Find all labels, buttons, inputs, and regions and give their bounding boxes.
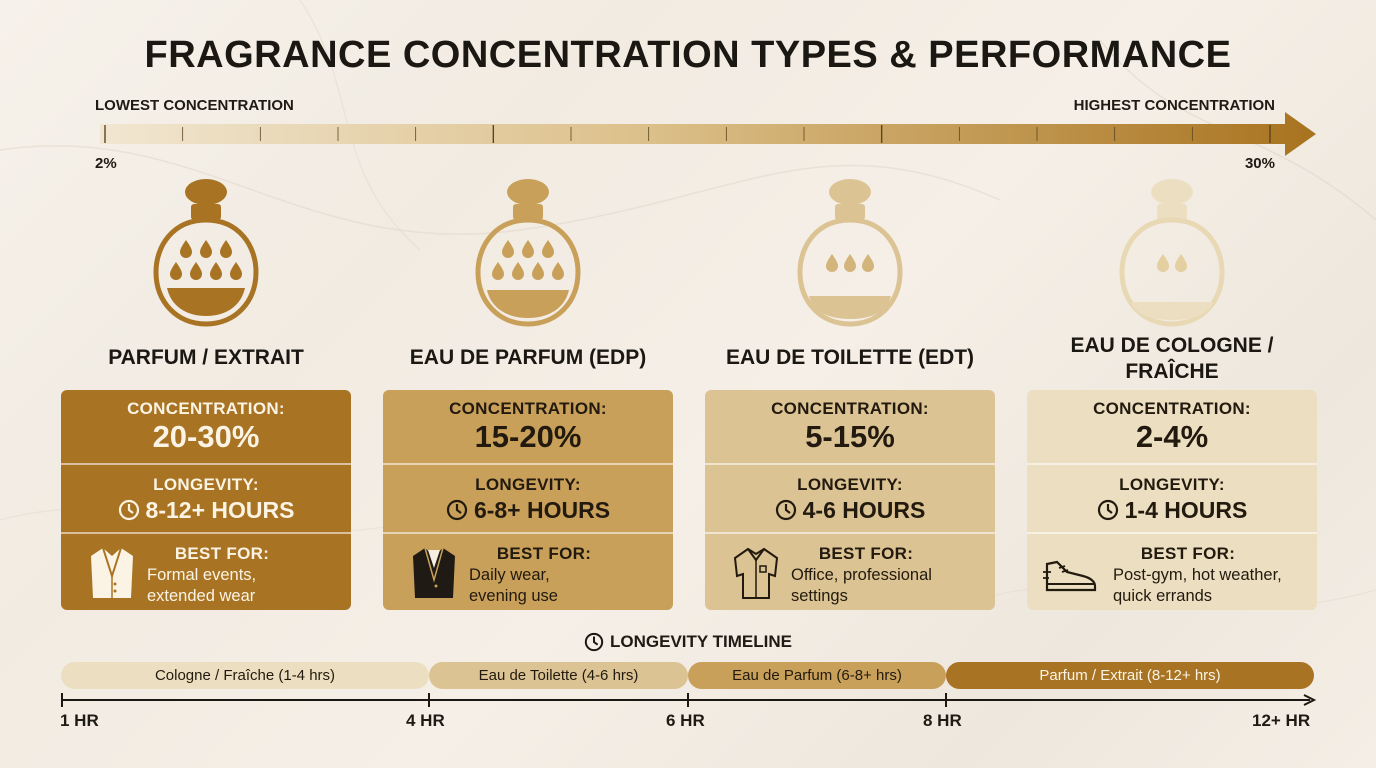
- best-for-section: BEST FOR: Office, professional settings: [705, 532, 995, 610]
- timeline-tick-4hr: 4 HR: [406, 711, 445, 730]
- type-title-cologne-line1: EAU DE COLOGNE /: [1070, 334, 1274, 357]
- best-for-section: BEST FOR: Post-gym, hot weather, quick e…: [1027, 532, 1317, 610]
- page-title: FRAGRANCE CONCENTRATION TYPES & PERFORMA…: [144, 34, 1232, 76]
- longevity-label: LONGEVITY:: [153, 475, 259, 494]
- timeline-tick-12hr: 12+ HR: [1252, 711, 1311, 730]
- timeline-segment-edp: Eau de Parfum (6-8+ hrs): [688, 662, 946, 689]
- longevity-label: LONGEVITY:: [1119, 475, 1225, 494]
- concentration-value: 2-4%: [1135, 419, 1209, 454]
- best-for-line1: Office, professional: [791, 566, 932, 584]
- concentration-value: 15-20%: [474, 419, 582, 454]
- shirt-icon: [733, 547, 779, 599]
- timeline-tick-6hr: 6 HR: [666, 711, 705, 730]
- longevity-value: 6-8+ HOURS: [473, 497, 611, 523]
- best-for-line1: Post-gym, hot weather,: [1113, 566, 1282, 584]
- longevity-value: 8-12+ HOURS: [145, 497, 295, 523]
- concentration-value: 20-30%: [152, 419, 260, 454]
- blazer-icon: [413, 547, 455, 598]
- type-title-parfum: PARFUM / EXTRAIT: [108, 346, 304, 369]
- concentration-label: CONCENTRATION:: [1093, 399, 1251, 418]
- longevity-timeline-title: LONGEVITY TIMELINE: [610, 632, 792, 651]
- best-for-section: BEST FOR: Formal events, extended wear: [61, 532, 351, 610]
- concentration-value: 5-15%: [805, 419, 895, 454]
- best-for-label: BEST FOR:: [174, 544, 270, 563]
- best-for-line1: Formal events,: [147, 566, 257, 584]
- longevity-section: LONGEVITY: 1-4 HOURS: [1027, 463, 1317, 532]
- longevity-value: 4-6 HOURS: [802, 497, 926, 523]
- longevity-label: LONGEVITY:: [475, 475, 581, 494]
- perfume-bottle-high-icon: [475, 179, 581, 327]
- highest-concentration-value: 30%: [1244, 155, 1275, 172]
- concentration-label: CONCENTRATION:: [127, 399, 285, 418]
- longevity-section: LONGEVITY: 6-8+ HOURS: [383, 463, 673, 532]
- highest-concentration-label: HIGHEST CONCENTRATION: [1073, 97, 1275, 114]
- concentration-label: CONCENTRATION:: [771, 399, 929, 418]
- card-edt: CONCENTRATION: 5-15% LONGEVITY: 4-6 HOUR…: [705, 390, 995, 610]
- concentration-section: CONCENTRATION: 5-15%: [705, 390, 995, 463]
- clock-icon: [775, 499, 796, 521]
- timeline-segment-edt: Eau de Toilette (4-6 hrs): [429, 662, 688, 689]
- card-cologne: CONCENTRATION: 2-4% LONGEVITY: 1-4 HOURS…: [1027, 390, 1317, 610]
- clock-icon: [446, 499, 468, 521]
- clock-icon: [118, 499, 139, 521]
- best-for-label: BEST FOR:: [818, 544, 914, 563]
- best-for-label: BEST FOR:: [496, 544, 592, 563]
- type-title-cologne: EAU DE COLOGNE / FRAÎCHE: [1022, 333, 1322, 385]
- card-parfum: CONCENTRATION: 20-30% LONGEVITY: 8-12+ H…: [61, 390, 351, 610]
- type-title-cologne-line2: FRAÎCHE: [1125, 360, 1219, 383]
- concentration-label: CONCENTRATION:: [449, 399, 607, 418]
- clock-icon: [1097, 499, 1118, 521]
- longevity-section: LONGEVITY: 8-12+ HOURS: [61, 463, 351, 532]
- lowest-concentration-label: LOWEST CONCENTRATION: [95, 97, 294, 114]
- best-for-line2: quick errands: [1113, 587, 1213, 605]
- perfume-bottle-full-icon: [153, 179, 259, 327]
- sneaker-icon: [1043, 560, 1097, 592]
- best-for-line2: evening use: [469, 587, 558, 605]
- longevity-label: LONGEVITY:: [797, 475, 903, 494]
- lowest-concentration-value: 2%: [95, 155, 117, 172]
- perfume-bottle-medium-icon: [797, 179, 903, 327]
- best-for-line1: Daily wear,: [469, 566, 550, 584]
- longevity-value: 1-4 HOURS: [1124, 497, 1248, 523]
- concentration-scale-arrow: [100, 112, 1316, 156]
- perfume-bottle-low-icon: [1119, 179, 1225, 327]
- concentration-section: CONCENTRATION: 20-30%: [61, 390, 351, 463]
- concentration-section: CONCENTRATION: 2-4%: [1027, 390, 1317, 463]
- best-for-section: BEST FOR: Daily wear, evening use: [383, 532, 673, 610]
- timeline-segment-parfum: Parfum / Extrait (8-12+ hrs): [946, 662, 1314, 689]
- type-title-edp: EAU DE PARFUM (EDP): [409, 346, 647, 369]
- timeline-segment-cologne: Cologne / Fraîche (1-4 hrs): [61, 662, 429, 689]
- timeline-axis: [61, 693, 1317, 707]
- type-title-edt: EAU DE TOILETTE (EDT): [725, 346, 975, 369]
- clock-icon: [584, 632, 604, 652]
- longevity-section: LONGEVITY: 4-6 HOURS: [705, 463, 995, 532]
- best-for-line2: extended wear: [147, 587, 256, 605]
- concentration-section: CONCENTRATION: 15-20%: [383, 390, 673, 463]
- timeline-tick-8hr: 8 HR: [923, 711, 962, 730]
- tuxedo-jacket-icon: [91, 547, 133, 598]
- longevity-timeline-heading: LONGEVITY TIMELINE: [0, 632, 1376, 652]
- card-edp: CONCENTRATION: 15-20% LONGEVITY: 6-8+ HO…: [383, 390, 673, 610]
- best-for-label: BEST FOR:: [1140, 544, 1236, 563]
- best-for-line2: settings: [791, 587, 848, 605]
- timeline-tick-1hr: 1 HR: [60, 711, 99, 730]
